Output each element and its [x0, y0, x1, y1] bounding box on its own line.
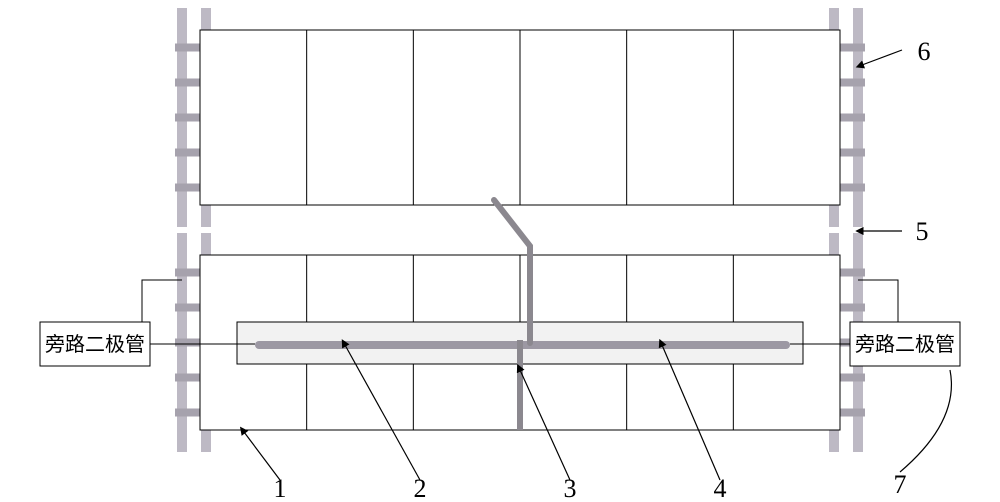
- bypass-box-right-label: 旁路二极管: [855, 333, 955, 356]
- callout-label-4: 4: [714, 474, 727, 502]
- callout-label-1: 1: [274, 474, 287, 502]
- callout-label-7: 7: [894, 470, 907, 499]
- callout-label-5: 5: [916, 217, 929, 246]
- bypass-tap-right: [858, 280, 898, 322]
- callout-arrow-6: [862, 50, 902, 65]
- callout-arrow-1: [244, 432, 280, 480]
- callout-label-6: 6: [918, 37, 931, 66]
- callout-label-3: 3: [564, 474, 577, 502]
- callout-label-2: 2: [414, 474, 427, 502]
- bypass-tap-left: [142, 280, 182, 322]
- diagram-canvas: 旁路二极管 旁路二极管 1 2 3 4 5 6 7: [0, 0, 1000, 502]
- bypass-box-left-label: 旁路二极管: [45, 333, 145, 356]
- callout-line-7: [900, 370, 951, 472]
